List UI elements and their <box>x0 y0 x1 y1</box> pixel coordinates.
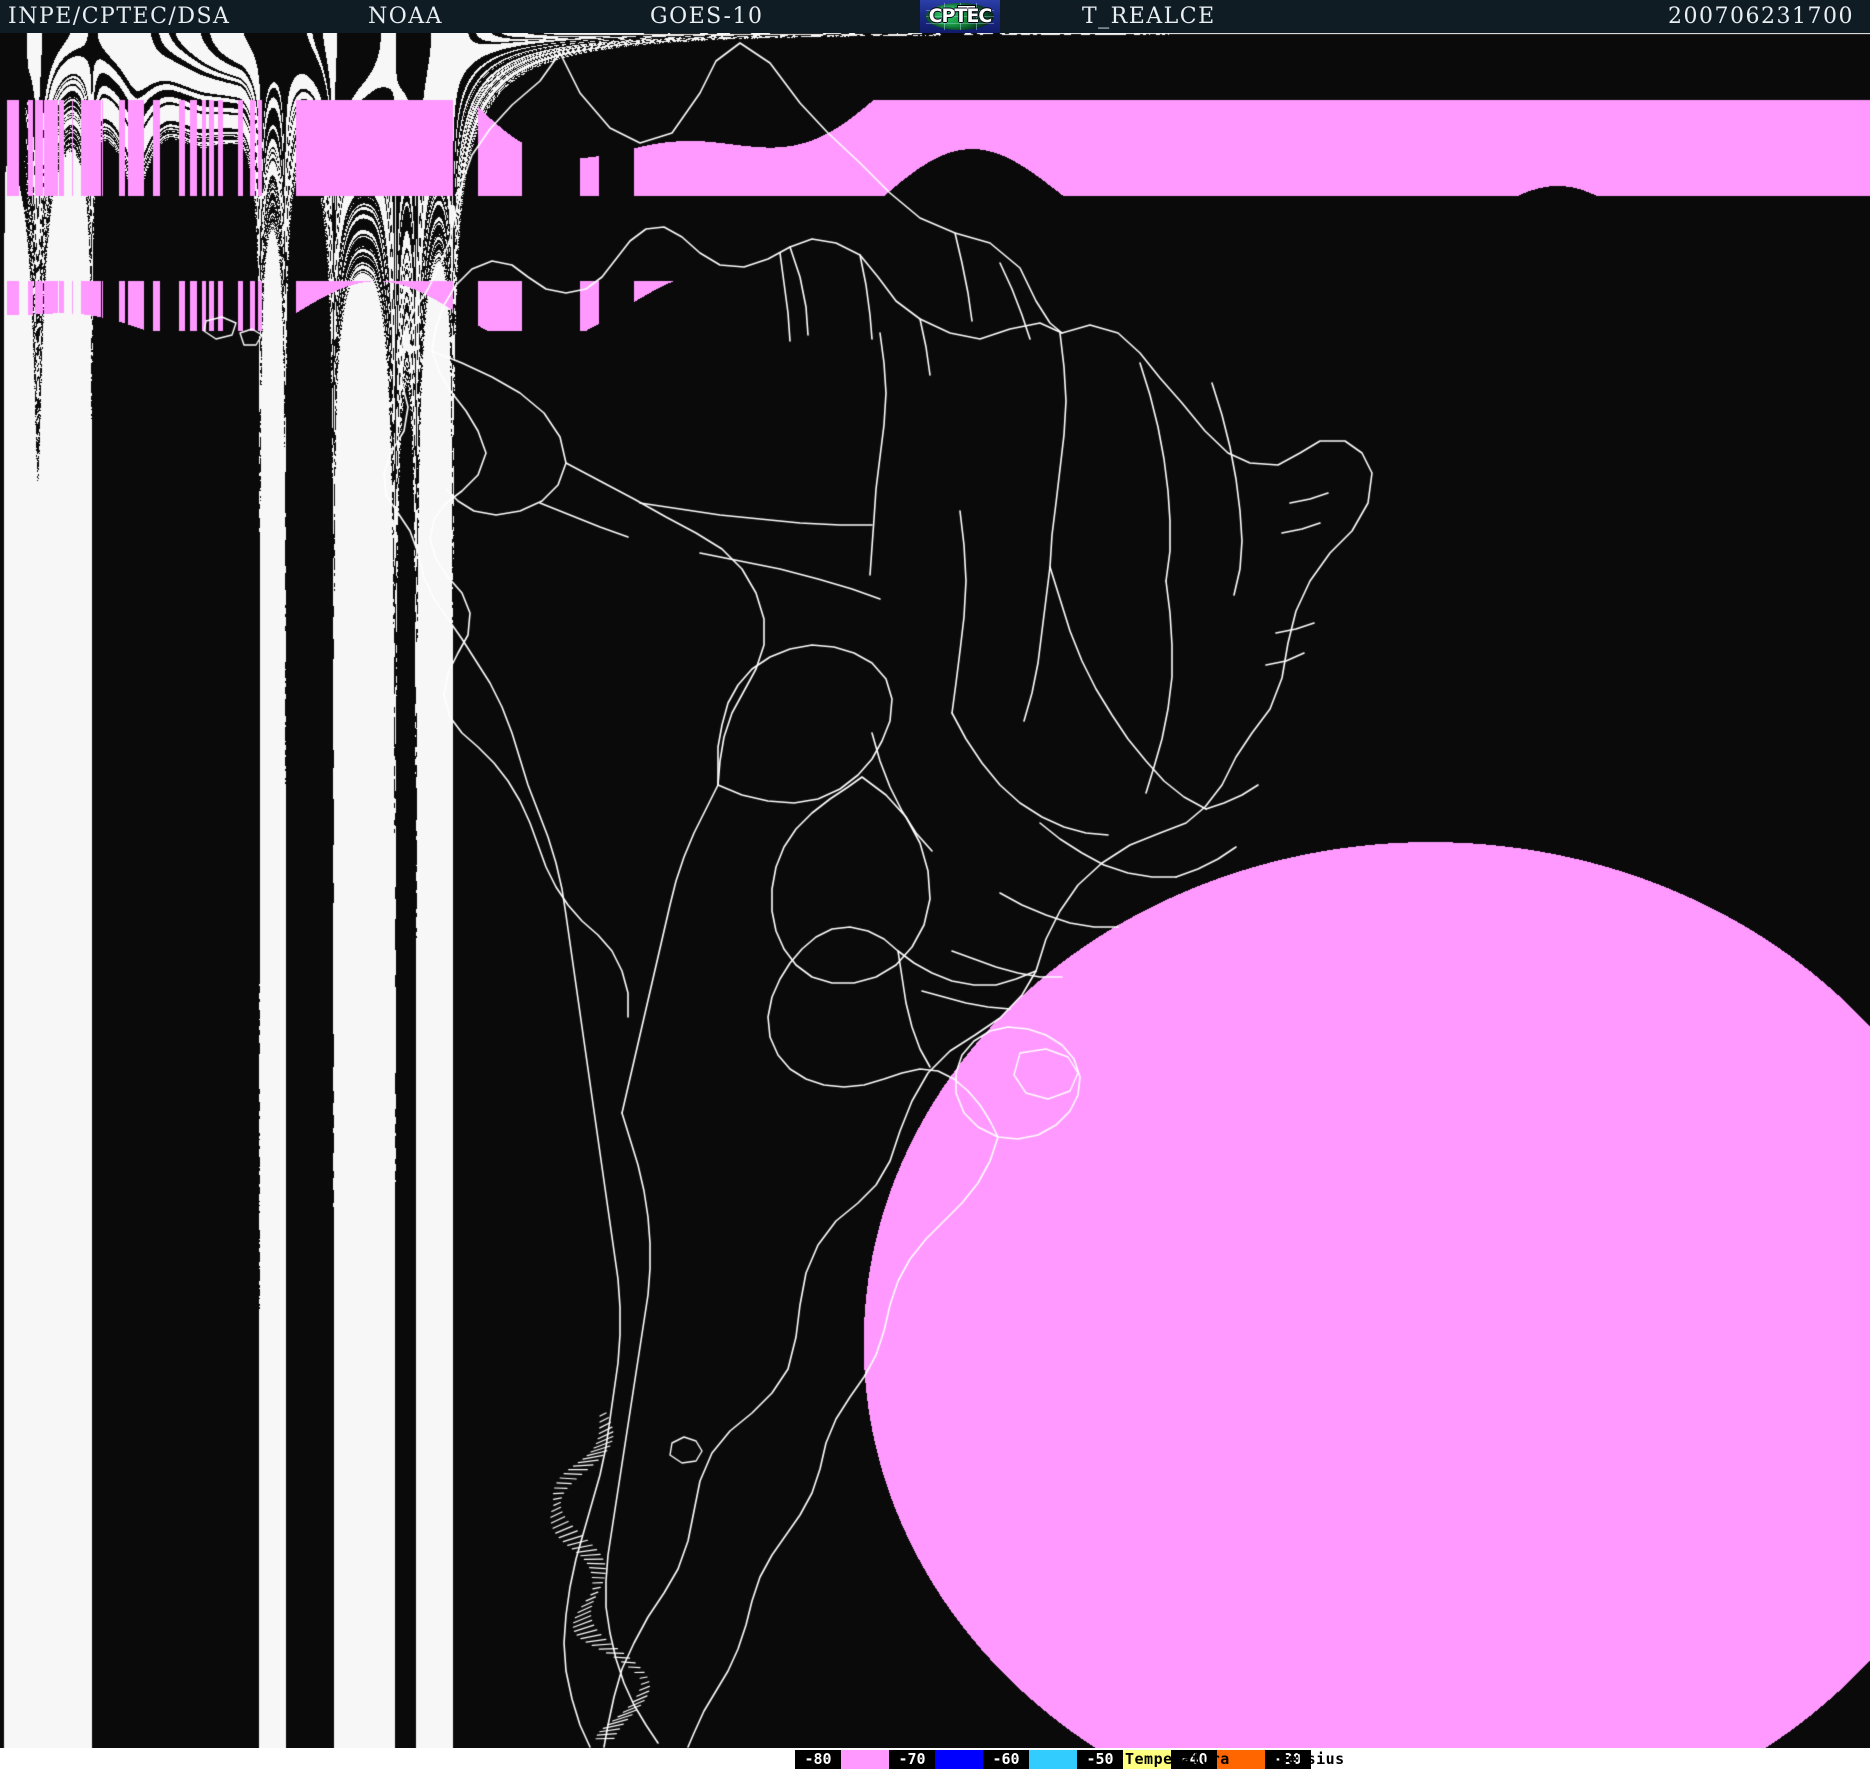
globe-meridian <box>960 3 961 30</box>
cptec-logo: CPTEC <box>920 0 1000 33</box>
legend-unit-label: Celsius <box>1278 1750 1345 1768</box>
scale-tick-minus30: -30 <box>1265 1750 1311 1769</box>
satellite-label: GOES-10 <box>650 4 764 29</box>
product-label: T_REALCE <box>1082 4 1216 29</box>
scale-tick-minus40: -40 <box>1171 1750 1217 1769</box>
globe-meridian <box>944 3 945 30</box>
legend-bar: -80 -70 -60 -50 -40 -30 Temperatura Celsius <box>0 1748 1870 1770</box>
scale-swatch-orange <box>1217 1750 1265 1769</box>
timestamp-label: 200706231700 <box>1668 4 1854 29</box>
satellite-image-canvas <box>0 33 1870 1748</box>
globe-parallel <box>926 23 994 24</box>
satellite-image <box>0 33 1870 1748</box>
scale-swatch-blue <box>935 1750 983 1769</box>
color-scale: -80 -70 -60 -50 -40 -30 <box>795 1750 1311 1769</box>
scale-tick-minus50: -50 <box>1077 1750 1123 1769</box>
scale-swatch-yellow <box>1123 1750 1171 1769</box>
network-label: NOAA <box>368 4 444 29</box>
scale-swatch-cyan <box>1029 1750 1077 1769</box>
agency-label: INPE/CPTEC/DSA <box>8 4 231 29</box>
logo-t-bar <box>958 6 975 10</box>
scale-tick-minus80: -80 <box>795 1750 841 1769</box>
scale-swatch-magenta <box>841 1750 889 1769</box>
legend-label: Temperatura <box>1125 1750 1230 1768</box>
scale-tick-minus60: -60 <box>983 1750 1029 1769</box>
globe-parallel <box>926 10 994 11</box>
cptec-logo-text: CPTEC <box>928 5 993 27</box>
globe-meridian <box>976 3 977 30</box>
scale-tick-minus70: -70 <box>889 1750 935 1769</box>
globe-parallel <box>926 16 994 17</box>
header-bar: INPE/CPTEC/DSA NOAA GOES-10 CPTEC T_REAL… <box>0 0 1870 33</box>
